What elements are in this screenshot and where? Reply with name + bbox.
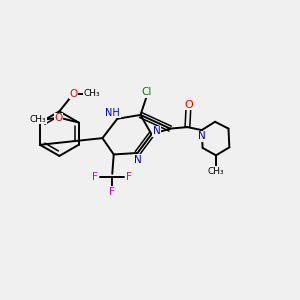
Text: O: O [184,100,193,110]
Text: CH₃: CH₃ [208,167,224,176]
Text: CH₃: CH₃ [30,115,46,124]
Text: F: F [109,187,115,196]
Text: Cl: Cl [142,87,152,97]
Text: NH: NH [106,108,120,118]
Text: O: O [70,88,78,98]
Text: N: N [134,154,141,164]
Text: N: N [198,131,206,141]
Text: O: O [54,113,63,123]
Text: N: N [153,126,161,136]
Text: F: F [126,172,131,182]
Text: F: F [92,172,98,182]
Text: CH₃: CH₃ [83,89,100,98]
